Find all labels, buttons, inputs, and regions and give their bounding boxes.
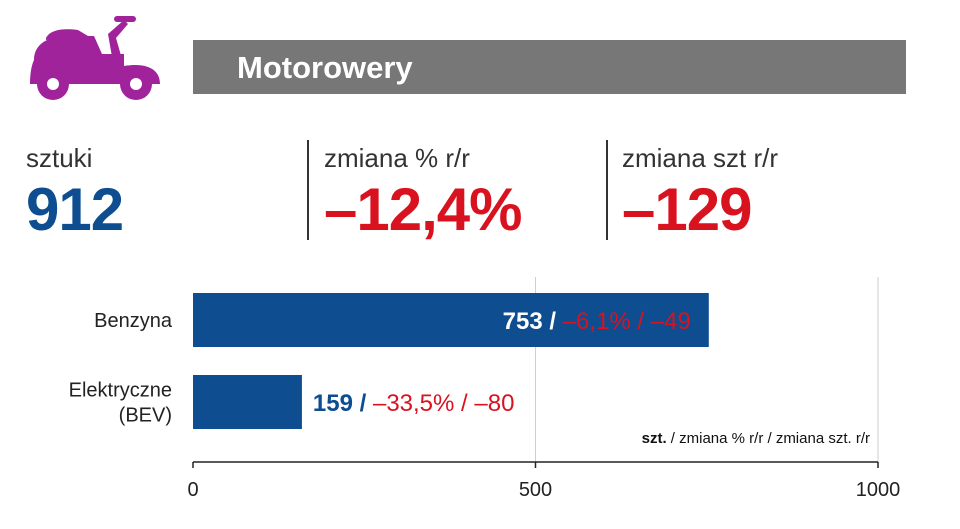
kpi-pct-change-value: –12,4%	[324, 176, 522, 243]
page-title: Motorowery	[237, 50, 413, 85]
scooter-icon	[30, 16, 160, 100]
kpi-unit-change-value: –129	[622, 176, 752, 243]
kpi-unit-change-label: zmiana szt r/r	[622, 143, 779, 173]
data-label: 753 / –6,1% / –49	[503, 308, 691, 335]
kpi-divider	[307, 140, 309, 240]
kpi-divider	[606, 140, 608, 240]
legend-note: szt. / zmiana % r/r / zmiana szt. r/r	[642, 430, 870, 447]
kpi-units: sztuki 912	[26, 138, 124, 243]
kpi-pct-change: zmiana % r/r –12,4%	[324, 138, 522, 242]
bar	[193, 293, 709, 347]
kpi-units-value: 912	[26, 176, 124, 243]
kpi-unit-change: zmiana szt r/r –129	[622, 138, 778, 242]
title-bar: Motorowery	[193, 40, 906, 94]
x-tick-label: 1000	[856, 479, 901, 501]
x-tick-label: 0	[187, 479, 198, 501]
kpi-units-label: sztuki	[26, 143, 93, 173]
x-tick-label: 500	[519, 479, 552, 501]
bar	[193, 375, 302, 429]
kpi-pct-change-label: zmiana % r/r	[324, 143, 470, 173]
data-label: 159 / –33,5% / –80	[313, 390, 515, 417]
category-label: Elektryczne (BEV)	[69, 380, 172, 427]
category-label: Benzyna	[94, 310, 173, 332]
